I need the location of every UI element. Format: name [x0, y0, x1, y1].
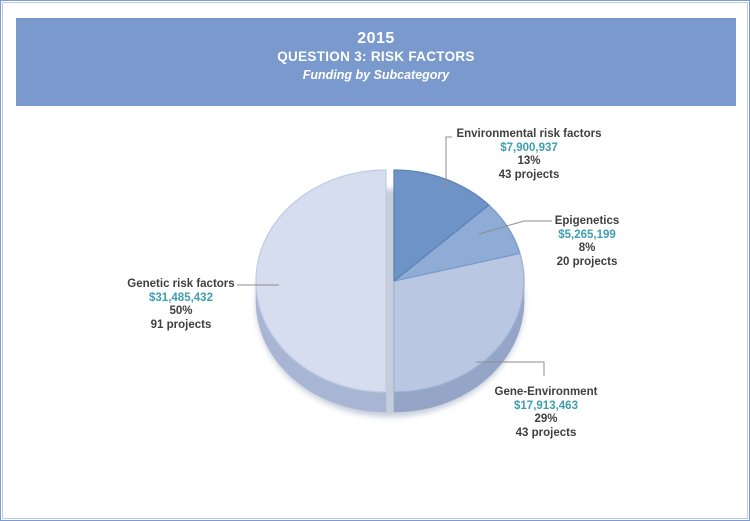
pie-slice-1	[393, 204, 521, 282]
banner-title: QUESTION 3: RISK FACTORS	[277, 49, 475, 64]
slice-projects-genetic: 91 projects	[150, 318, 212, 331]
pie-slice-2	[393, 252, 525, 393]
slice-amount-genetic: $31,485,432	[149, 291, 213, 304]
slice-label-genetic: Genetic risk factors	[127, 278, 235, 290]
slice-label-gene-environment: Gene-Environment	[494, 386, 598, 398]
slice-percent-environmental: 13%	[517, 155, 541, 167]
slice-amount-environmental: $7,900,937	[500, 141, 558, 154]
leader-line-0	[445, 136, 452, 189]
slice-label-epigenetics: Epigenetics	[554, 215, 620, 227]
slice-percent-genetic: 50%	[169, 305, 193, 317]
banner-year: 2015	[357, 30, 395, 47]
callout-gene-environment: Gene-Environment $17,913,463 29% 43 proj…	[446, 386, 646, 440]
slice-projects-environmental: 43 projects	[498, 168, 560, 181]
header-banner: 2015 QUESTION 3: RISK FACTORS Funding by…	[16, 18, 736, 106]
slice-label-environmental: Environmental risk factors	[456, 128, 602, 140]
slice-percent-gene-environment: 29%	[534, 413, 558, 425]
callout-genetic-risk-factors: Genetic risk factors $31,485,432 50% 91 …	[81, 278, 281, 332]
slice-projects-epigenetics: 20 projects	[556, 255, 618, 268]
callout-epigenetics: Epigenetics $5,265,199 8% 20 projects	[487, 215, 687, 269]
banner-subtitle: Funding by Subcategory	[302, 68, 450, 82]
pie-slice-3	[255, 169, 387, 393]
slice-percent-epigenetics: 8%	[578, 242, 596, 254]
leader-line-2	[476, 361, 545, 376]
callout-environmental-risk-factors: Environmental risk factors $7,900,937 13…	[429, 128, 629, 182]
slice-amount-gene-environment: $17,913,463	[514, 399, 578, 412]
slice-projects-gene-environment: 43 projects	[515, 426, 577, 439]
slice-amount-epigenetics: $5,265,199	[558, 228, 616, 241]
leader-line-1	[478, 220, 552, 235]
